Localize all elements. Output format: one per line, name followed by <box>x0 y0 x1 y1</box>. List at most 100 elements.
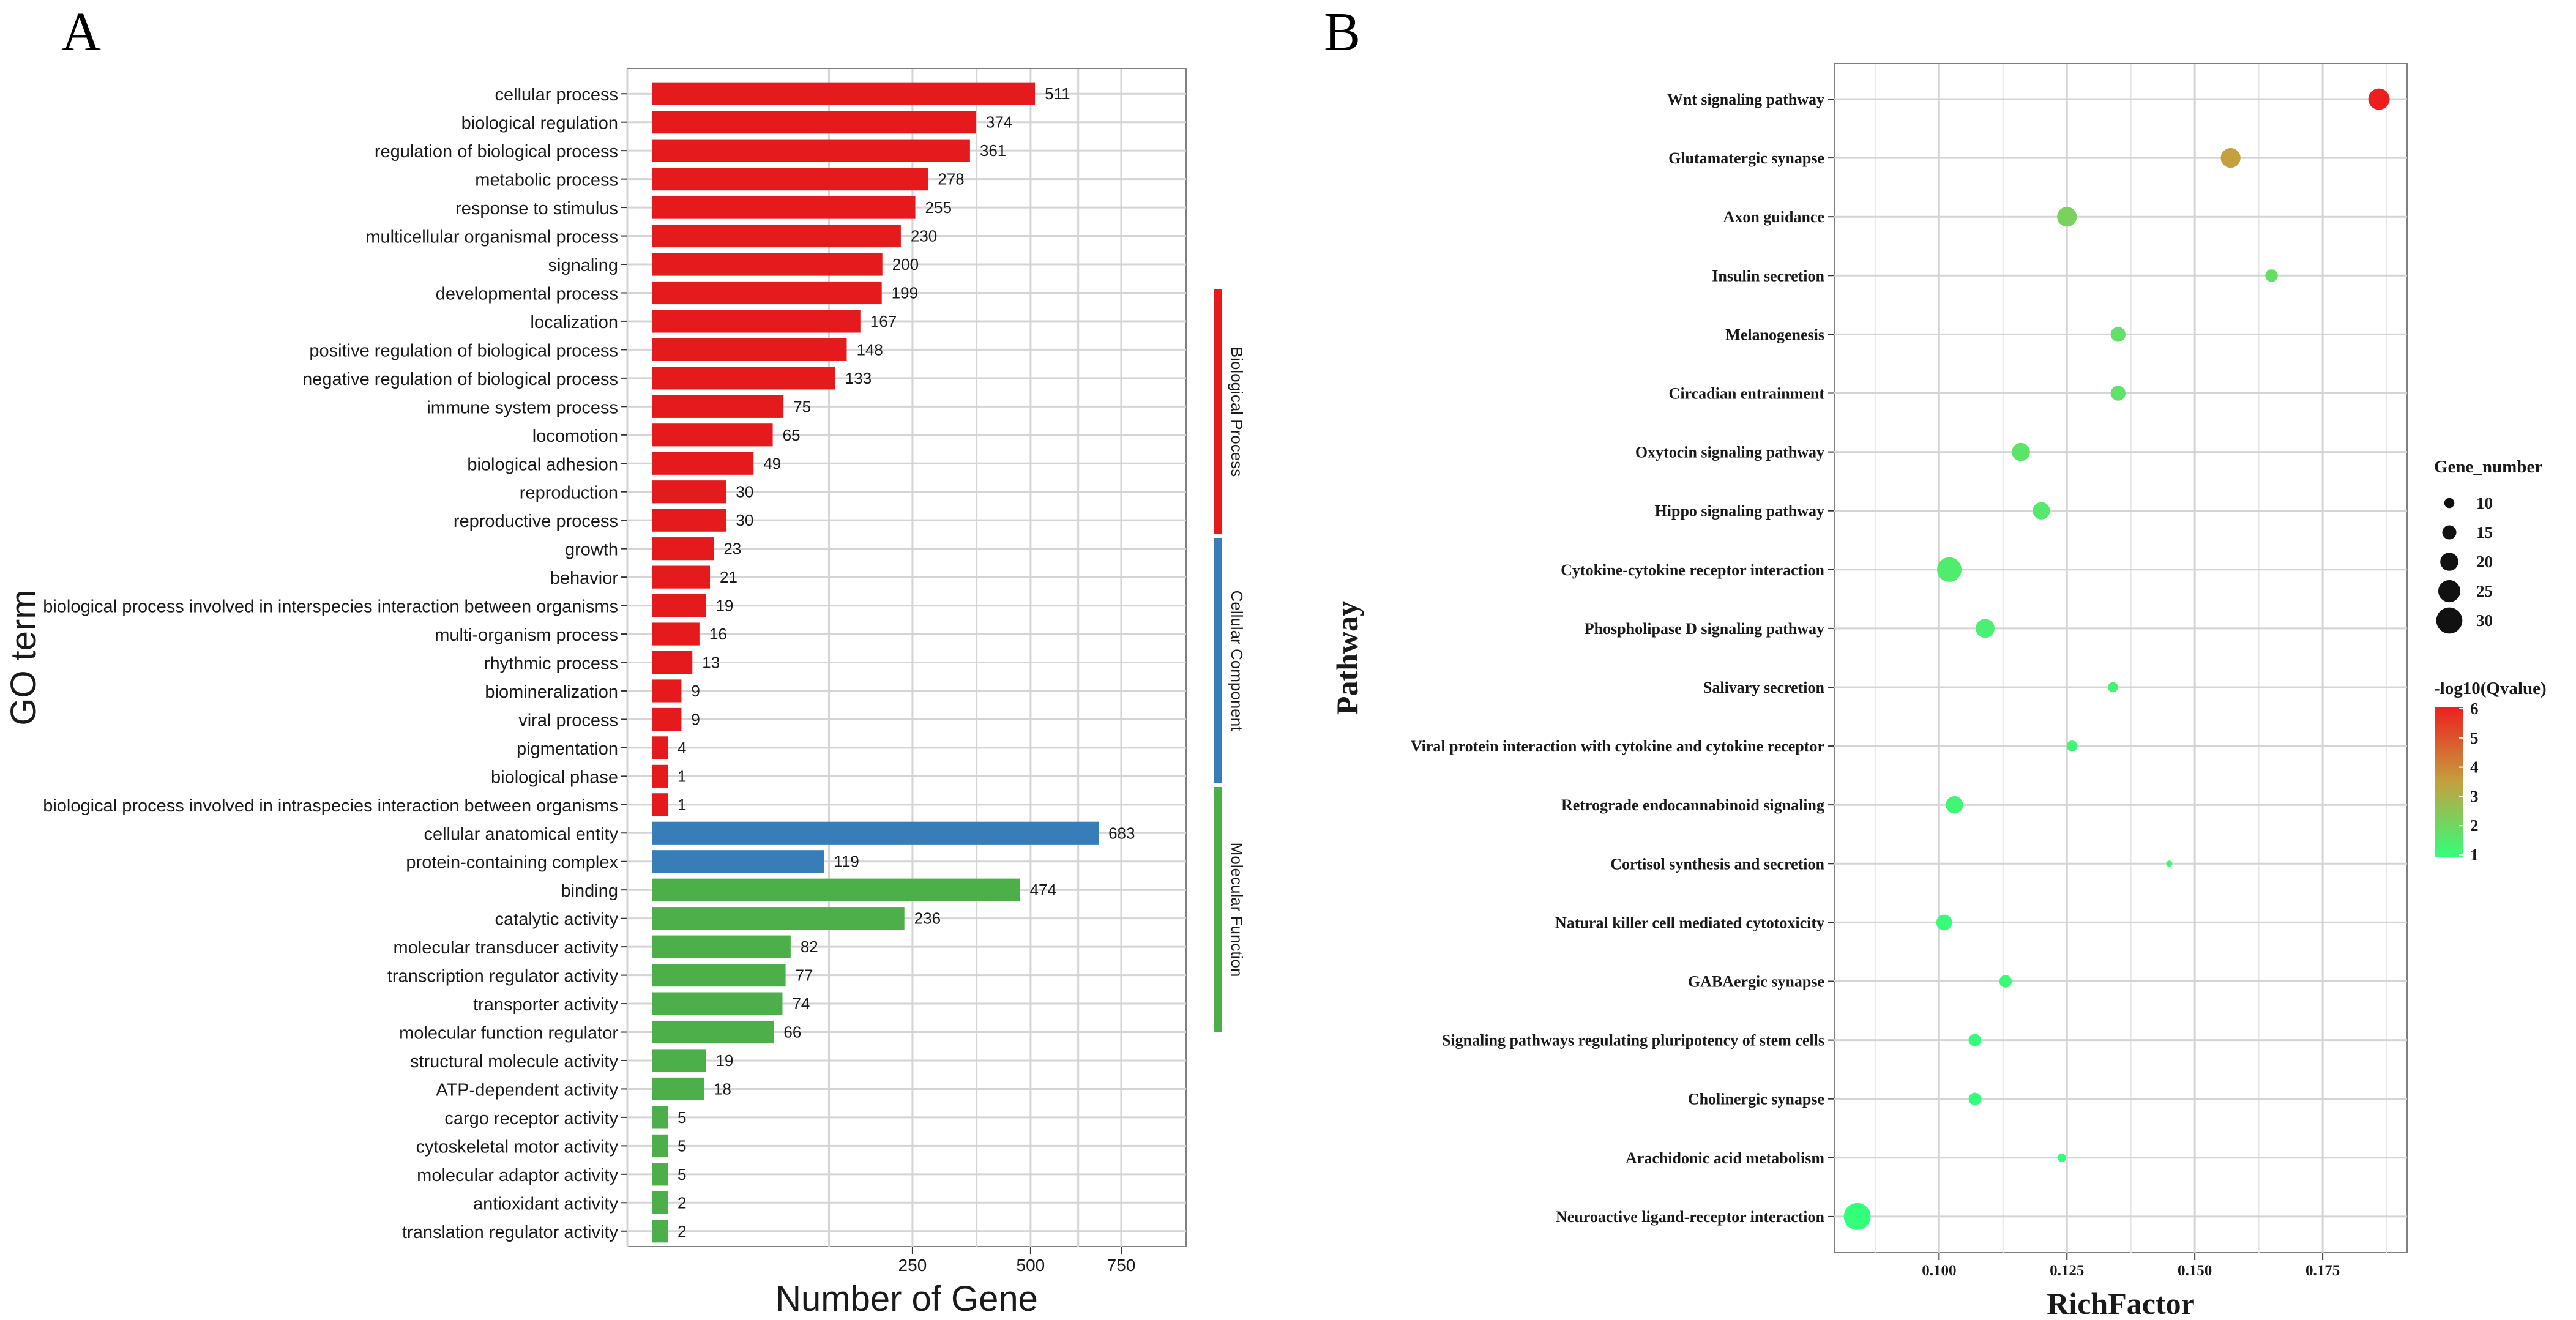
size-legend-title: Gene_number <box>2434 457 2542 477</box>
category-label: cargo receptor activity <box>444 1109 618 1128</box>
pathway-point <box>2265 269 2278 282</box>
bar-value-label: 133 <box>845 369 872 387</box>
color-legend-label: 2 <box>2470 816 2479 835</box>
bar <box>652 821 1099 845</box>
bar-value-label: 278 <box>938 170 964 188</box>
bar-value-label: 361 <box>980 141 1006 160</box>
group-strip-label: Biological Process <box>1228 347 1246 477</box>
pathway-label: Arachidonic acid metabolism <box>1626 1149 1824 1167</box>
pathway-point <box>1976 619 1995 638</box>
x-tick-label: 750 <box>1107 1256 1136 1275</box>
bar <box>652 878 1020 901</box>
bar <box>652 423 773 447</box>
category-label: biological regulation <box>461 114 618 133</box>
bar <box>652 139 970 162</box>
bar <box>652 196 916 219</box>
group-strip-label: Cellular Component <box>1228 591 1246 732</box>
bar-value-label: 5 <box>678 1165 686 1184</box>
pathway-point <box>2368 88 2390 110</box>
bar-value-label: 9 <box>691 710 700 728</box>
pathway-point <box>2110 386 2126 401</box>
bar-value-label: 230 <box>911 227 937 245</box>
category-label: biological phase <box>491 767 618 787</box>
bar <box>652 793 668 816</box>
pathway-label: Neuroactive ligand-receptor interaction <box>1556 1208 1825 1226</box>
bar <box>652 565 711 589</box>
bar <box>652 1020 774 1044</box>
pathway-label: Oxytocin signaling pathway <box>1635 444 1824 461</box>
pathway-label: Hippo signaling pathway <box>1655 502 1824 520</box>
category-label: translation regulator activity <box>402 1223 618 1242</box>
y-axis-title: GO term <box>4 589 43 725</box>
category-label: structural molecule activity <box>410 1052 619 1072</box>
bar-value-label: 1 <box>678 767 686 785</box>
size-legend-point <box>2438 580 2461 603</box>
bar <box>652 707 682 731</box>
bar <box>652 224 901 248</box>
bar-value-label: 119 <box>834 852 859 871</box>
bar <box>652 537 714 561</box>
pathway-label: Retrograde endocannabinoid signaling <box>1561 796 1824 814</box>
category-label: cellular anatomical entity <box>424 824 618 844</box>
bar-value-label: 77 <box>796 966 813 985</box>
bar-value-label: 474 <box>1030 881 1056 899</box>
bar <box>652 1191 668 1214</box>
bar-value-label: 9 <box>691 682 700 700</box>
category-label: developmental process <box>436 284 618 304</box>
panel-label-a: A <box>61 2 101 62</box>
bar <box>652 253 883 276</box>
pathway-point <box>2066 740 2078 752</box>
bar-value-label: 82 <box>801 938 818 956</box>
bar-value-label: 200 <box>892 255 919 274</box>
bar <box>652 594 706 617</box>
pathway-point <box>2108 682 2118 693</box>
category-label: localization <box>531 313 618 332</box>
category-label: response to stimulus <box>455 199 618 218</box>
bar-value-label: 374 <box>986 113 1012 132</box>
size-legend-label: 20 <box>2476 553 2493 571</box>
pathway-label: Phospholipase D signaling pathway <box>1585 620 1824 638</box>
pathway-label: GABAergic synapse <box>1688 973 1824 991</box>
bar <box>652 622 700 646</box>
x-tick-label: 0.175 <box>2305 1262 2340 1279</box>
size-legend-label: 30 <box>2476 611 2493 630</box>
color-legend-label: 1 <box>2470 846 2479 864</box>
x-tick-label: 0.100 <box>1922 1262 1956 1279</box>
group-strip <box>1214 787 1222 1032</box>
group-strip <box>1214 289 1222 534</box>
color-legend-label: 3 <box>2470 787 2479 805</box>
category-label: viral process <box>518 710 618 730</box>
pathway-point <box>2166 860 2173 867</box>
size-legend-point <box>2444 498 2455 509</box>
category-label: reproduction <box>520 483 618 503</box>
category-label: signaling <box>548 256 618 275</box>
bar <box>652 111 976 134</box>
pathway-label: Viral protein interaction with cytokine … <box>1411 737 1824 755</box>
bar <box>652 907 905 930</box>
category-label: reproductive process <box>454 512 618 531</box>
bar-value-label: 18 <box>714 1079 731 1098</box>
pathway-point <box>1968 1092 1982 1105</box>
bar <box>652 1077 704 1101</box>
category-label: positive regulation of biological proces… <box>309 341 618 360</box>
bar-value-label: 5 <box>678 1108 686 1127</box>
category-label: binding <box>561 881 618 901</box>
size-legend-label: 15 <box>2476 523 2493 542</box>
bar-value-label: 4 <box>678 739 686 757</box>
size-legend-label: 10 <box>2476 494 2493 512</box>
panel-label-b: B <box>1324 2 1361 62</box>
pathway-label: Axon guidance <box>1723 208 1824 226</box>
pathway-label: Cytokine-cytokine receptor interaction <box>1561 561 1824 579</box>
bar <box>652 736 668 759</box>
x-tick-label: 0.150 <box>2178 1262 2212 1279</box>
bar <box>652 964 786 987</box>
bar-value-label: 74 <box>792 994 810 1013</box>
bar <box>652 764 668 788</box>
pathway-point <box>1999 975 2012 988</box>
bar-value-label: 23 <box>723 540 741 558</box>
pathway-label: Insulin secretion <box>1712 267 1824 285</box>
bar <box>652 651 693 674</box>
pathway-point <box>1843 1203 1871 1230</box>
